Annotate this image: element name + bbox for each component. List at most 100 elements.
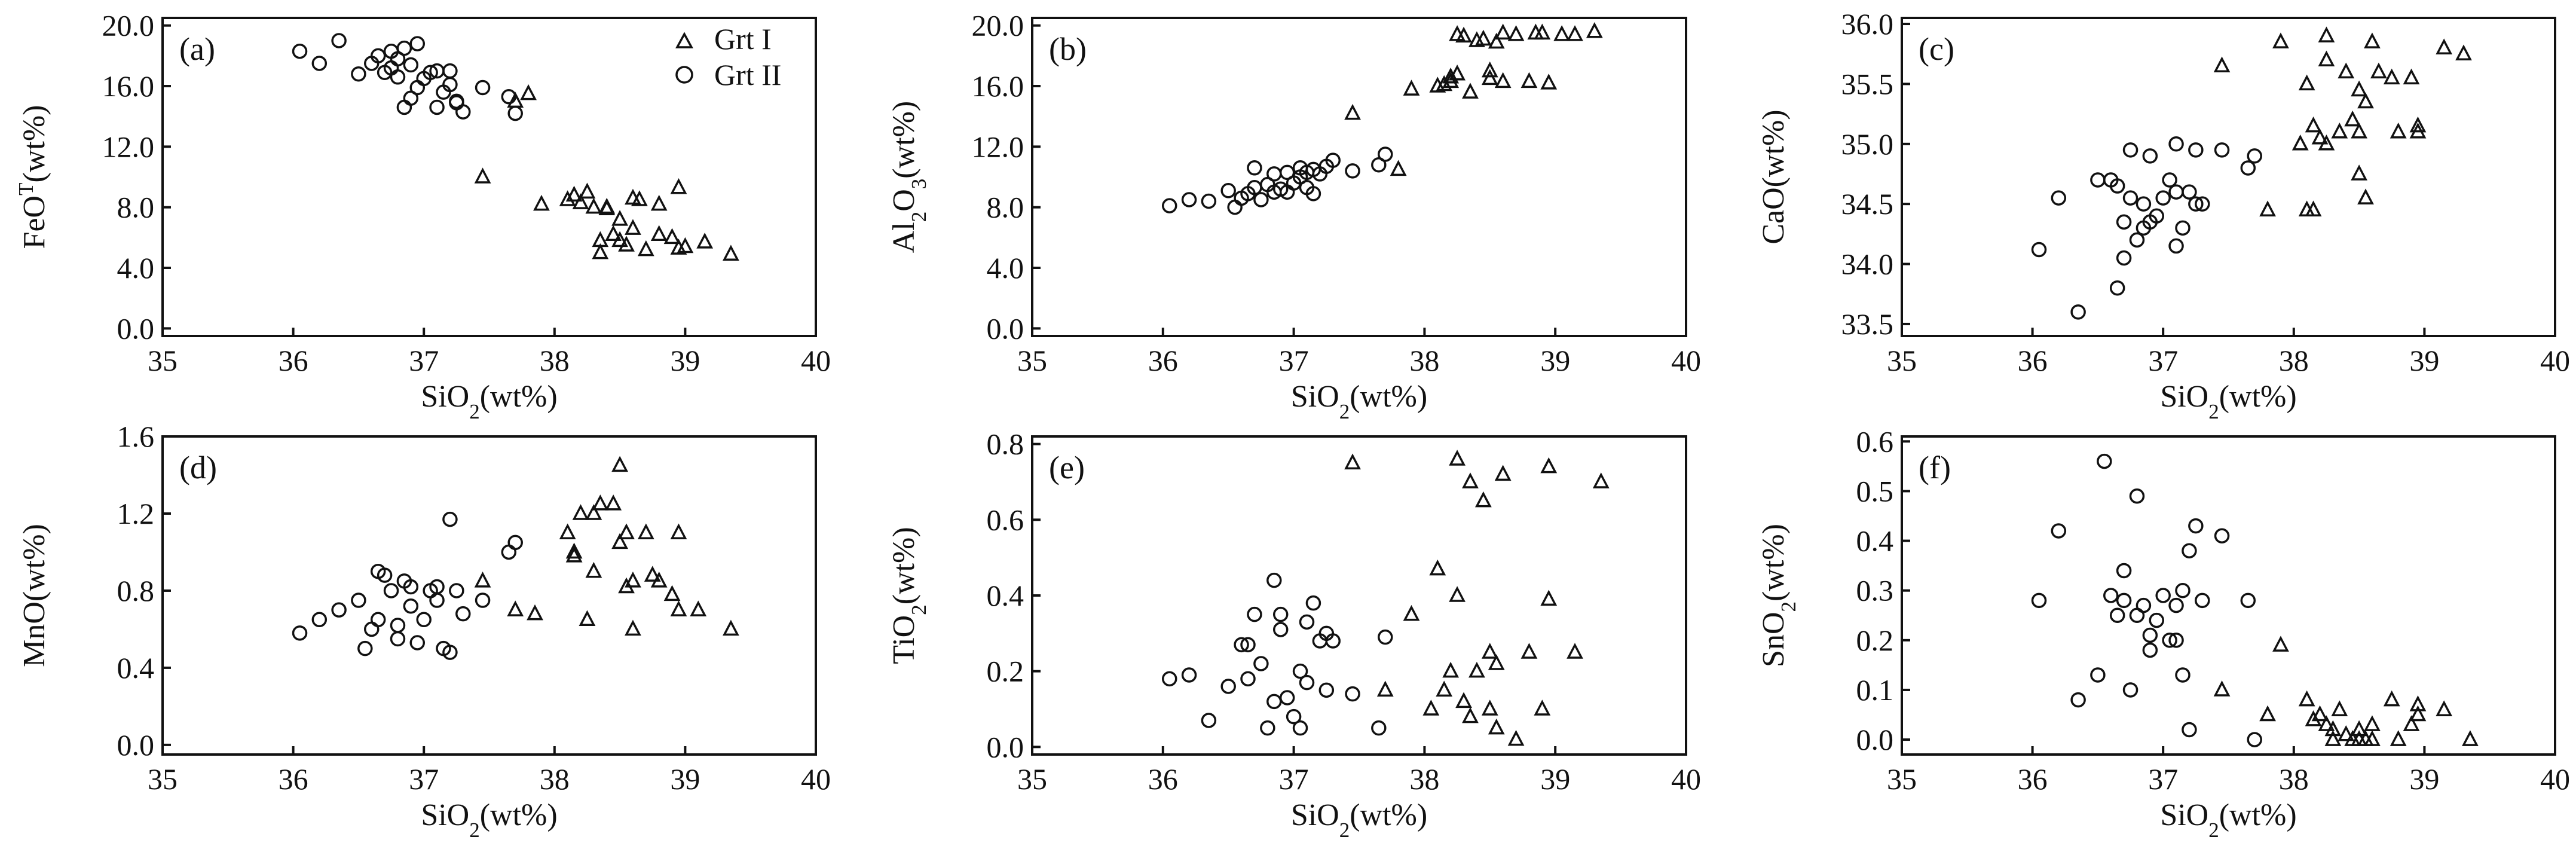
data-point-circle xyxy=(396,99,412,115)
x-tick-label: 39 xyxy=(1540,762,1570,796)
y-tick-label: 34.0 xyxy=(1841,248,1894,281)
data-point-triangle xyxy=(2318,135,2335,151)
data-point-circle xyxy=(1260,720,1275,736)
series-grt-i xyxy=(1344,450,1610,746)
data-point-circle xyxy=(475,592,491,608)
data-point-circle xyxy=(1325,633,1341,649)
data-point-triangle xyxy=(565,542,583,559)
series-grt-i xyxy=(474,84,739,261)
y-axis-label: Al2O3(wt%) xyxy=(887,101,931,253)
series-grt-ii xyxy=(2031,136,2262,320)
y-tick-label: 0.0 xyxy=(117,728,155,762)
y-tick-label: 0.3 xyxy=(1856,574,1894,607)
y-tick-label: 0.4 xyxy=(987,579,1024,612)
data-point-triangle xyxy=(670,523,687,539)
data-point-triangle xyxy=(585,197,602,214)
data-point-circle xyxy=(1220,183,1236,198)
data-point-circle xyxy=(409,635,426,650)
x-tick-label: 37 xyxy=(409,762,439,796)
x-tick-label: 35 xyxy=(1017,344,1047,377)
x-tick-label: 35 xyxy=(1017,762,1047,796)
y-axis-label: CaO(wt%) xyxy=(1757,109,1791,244)
panel-label: (a) xyxy=(179,31,215,67)
data-point-triangle xyxy=(2357,92,2374,109)
data-point-triangle xyxy=(2364,730,2381,746)
x-tick-label: 38 xyxy=(540,344,570,377)
data-point-triangle xyxy=(1376,680,1394,697)
data-point-circle xyxy=(2136,597,2152,613)
data-point-triangle xyxy=(1534,700,1551,716)
data-point-triangle xyxy=(2318,50,2335,67)
series-grt-i xyxy=(1344,22,1603,176)
data-point-circle xyxy=(2188,142,2204,158)
data-point-circle xyxy=(1181,667,1197,683)
data-point-circle xyxy=(2142,148,2158,164)
data-point-circle xyxy=(390,51,406,67)
data-point-triangle xyxy=(2311,705,2329,722)
y-tick-label: 36.0 xyxy=(1841,7,1894,41)
data-point-triangle xyxy=(2370,62,2387,79)
data-point-triangle xyxy=(592,243,609,259)
data-point-circle xyxy=(2116,214,2132,230)
data-point-circle xyxy=(2109,607,2125,623)
y-tick-label: 0.0 xyxy=(1856,723,1894,756)
data-point-circle xyxy=(1345,686,1360,702)
x-tick-label: 38 xyxy=(1409,762,1439,796)
data-point-circle xyxy=(423,65,438,80)
x-tick-label: 40 xyxy=(2540,762,2570,796)
y-tick-label: 4.0 xyxy=(117,251,155,285)
panel-label: (c) xyxy=(1919,31,1954,67)
data-point-circle xyxy=(1247,606,1262,622)
data-point-triangle xyxy=(650,225,668,242)
data-point-circle xyxy=(2070,304,2086,320)
data-point-triangle xyxy=(637,240,654,256)
data-point-circle xyxy=(1247,160,1262,176)
x-tick-label: 39 xyxy=(670,344,700,377)
data-point-triangle xyxy=(1534,23,1551,40)
data-point-triangle xyxy=(2364,32,2381,48)
data-point-triangle xyxy=(579,610,596,627)
data-point-triangle xyxy=(520,84,537,100)
data-point-triangle xyxy=(2357,188,2374,204)
data-point-circle xyxy=(416,612,432,628)
y-tick-label: 0.4 xyxy=(1856,524,1894,558)
data-point-circle xyxy=(2162,633,2177,648)
data-point-circle xyxy=(1181,192,1197,207)
data-point-triangle xyxy=(2331,122,2348,139)
data-point-circle xyxy=(364,621,380,637)
data-point-circle xyxy=(1266,694,1282,710)
legend-label-grt2: Grt II xyxy=(714,58,781,91)
data-point-circle xyxy=(475,80,491,96)
x-tick-label: 38 xyxy=(1409,344,1439,377)
data-point-circle xyxy=(429,592,445,608)
data-point-circle xyxy=(2129,232,2145,248)
data-point-triangle xyxy=(605,494,622,511)
data-point-triangle xyxy=(670,178,687,194)
data-point-triangle xyxy=(1462,83,1479,99)
data-point-circle xyxy=(442,645,458,660)
data-point-triangle xyxy=(2318,26,2335,42)
data-point-circle xyxy=(1371,157,1387,173)
data-point-circle xyxy=(1266,572,1282,588)
plot-frame xyxy=(1901,17,2556,337)
data-point-triangle xyxy=(611,210,628,226)
data-point-circle xyxy=(311,56,328,71)
data-point-triangle xyxy=(2305,116,2322,133)
data-point-triangle xyxy=(565,546,583,563)
data-point-circle xyxy=(403,598,419,614)
data-point-circle xyxy=(2155,190,2171,206)
data-point-circle xyxy=(429,579,445,595)
legend: Grt I Grt II xyxy=(675,22,781,91)
data-point-circle xyxy=(2031,242,2047,258)
x-tick-label: 36 xyxy=(279,344,308,377)
data-point-triangle xyxy=(559,523,576,539)
data-point-circle xyxy=(1161,198,1177,213)
y-tick-label: 33.5 xyxy=(1841,307,1894,341)
legend-circle-icon xyxy=(675,66,693,84)
data-point-triangle xyxy=(2462,730,2479,746)
data-point-circle xyxy=(1299,614,1315,630)
data-point-triangle xyxy=(1455,692,1472,708)
data-point-triangle xyxy=(2305,710,2322,726)
data-point-circle xyxy=(377,567,393,583)
